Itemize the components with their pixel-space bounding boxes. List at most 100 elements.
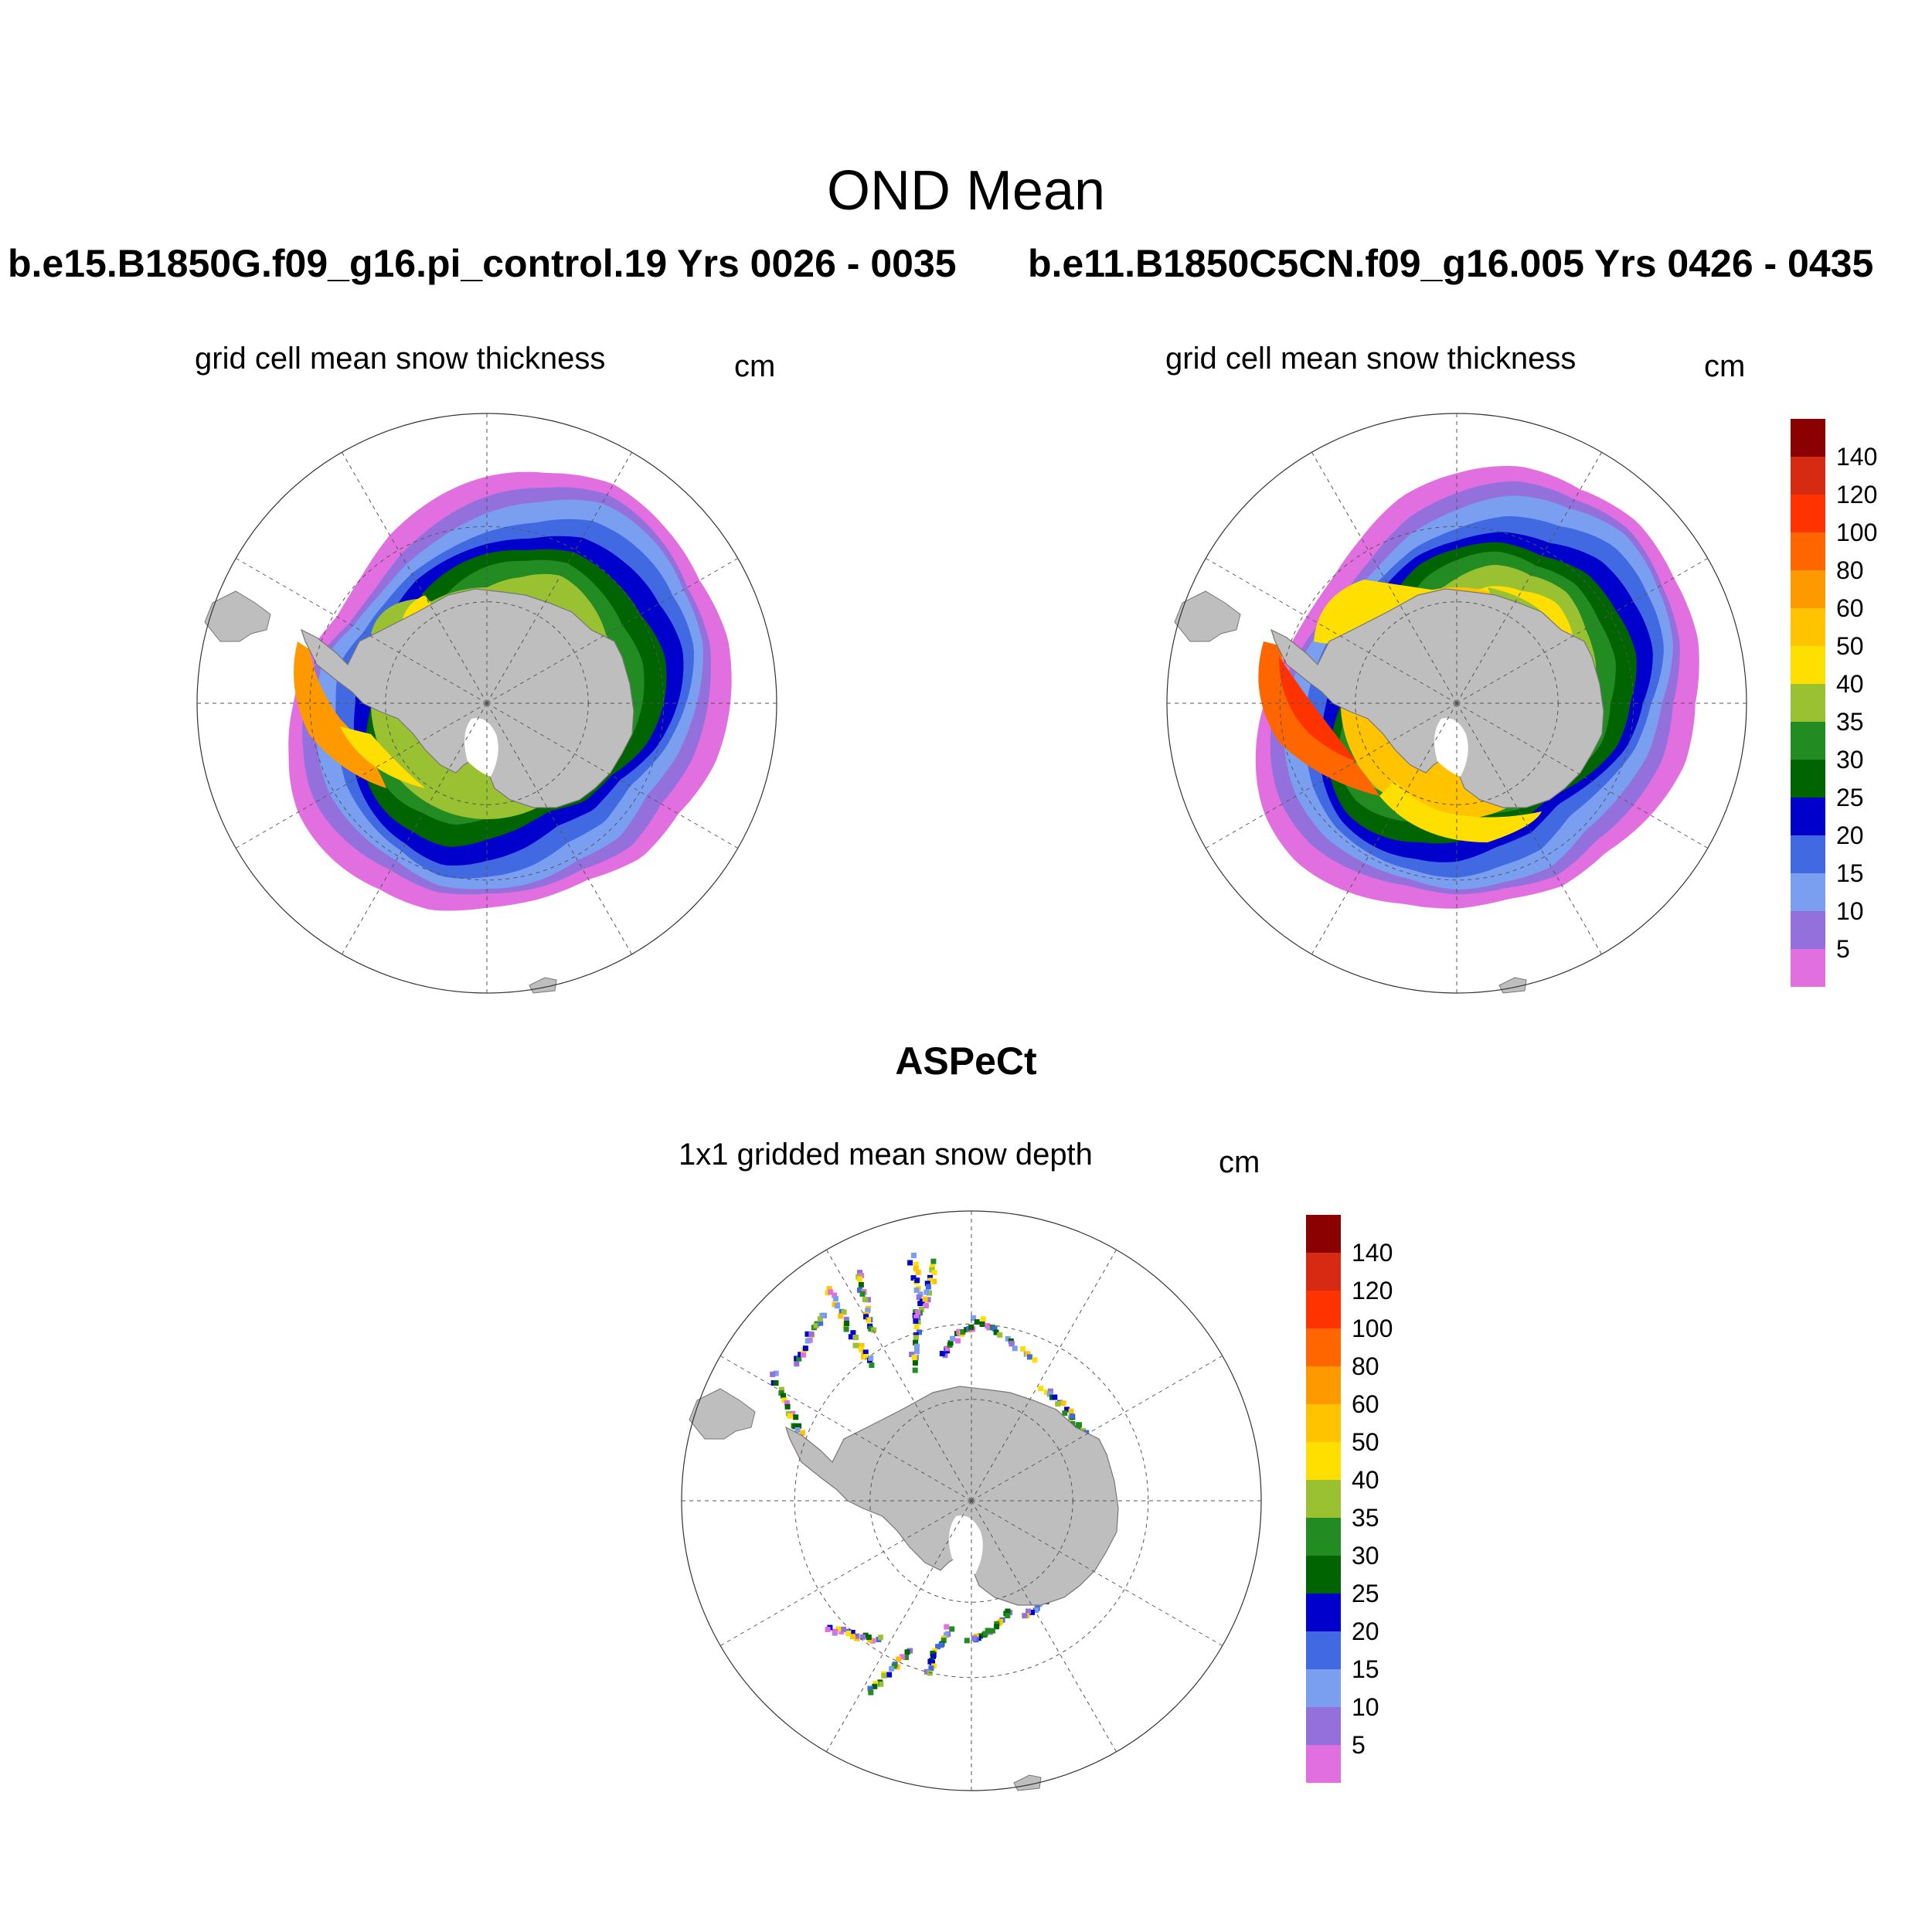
observation-cell — [917, 1329, 922, 1335]
meridian-line — [1456, 558, 1709, 704]
meridian-line — [342, 451, 488, 704]
colorbar-swatch — [1306, 1745, 1341, 1783]
observation-cell — [832, 1301, 838, 1308]
observation-cell — [927, 1277, 934, 1284]
observation-cell — [955, 1338, 961, 1344]
observation-cell — [949, 1626, 955, 1632]
observation-cell — [985, 1628, 991, 1634]
panel-left-unit: cm — [734, 349, 776, 383]
observation-cell — [784, 1403, 791, 1410]
observation-cell — [1033, 1607, 1039, 1614]
ross-sea-gap — [464, 718, 498, 777]
colorbar-swatch — [1306, 1518, 1341, 1556]
meridian-line — [971, 1355, 1223, 1502]
colorbar-label: 30 — [1352, 1542, 1379, 1570]
observation-cell — [850, 1330, 856, 1336]
observation-cell — [868, 1326, 874, 1332]
meridian-line — [719, 1500, 972, 1646]
observation-cell — [773, 1370, 779, 1376]
colorbar-swatch — [1791, 911, 1825, 950]
figure-title: OND Mean — [826, 160, 1106, 222]
colorbar-swatch — [1306, 1404, 1341, 1443]
observation-cell — [860, 1634, 866, 1640]
observation-cell — [796, 1355, 802, 1362]
colorbar-label: 40 — [1836, 670, 1864, 698]
observation-cell — [784, 1400, 790, 1406]
antarctica-landmass — [784, 1386, 1119, 1606]
observation-cell — [980, 1316, 986, 1322]
observation-cell — [848, 1334, 854, 1340]
observation-cell — [825, 1290, 831, 1296]
observation-cell — [794, 1361, 800, 1367]
observation-cell — [858, 1346, 864, 1352]
observation-cell — [1009, 1340, 1015, 1346]
observation-cell — [942, 1352, 948, 1359]
observation-cell — [930, 1660, 935, 1665]
observation-cell — [828, 1289, 834, 1295]
observation-cell — [1048, 1388, 1053, 1394]
antarctica-landmass — [300, 588, 634, 808]
colorbar-swatch — [1791, 835, 1825, 874]
colorbar-swatch — [1791, 419, 1825, 457]
observation-cell — [1032, 1357, 1038, 1363]
observation-cell — [817, 1316, 823, 1322]
observation-cell — [871, 1327, 877, 1333]
observation-cell — [924, 1281, 930, 1287]
observation-cell — [900, 1654, 906, 1660]
colorbar-label: 80 — [1836, 556, 1864, 584]
colorbar-swatch — [1306, 1253, 1341, 1291]
observation-cell — [1064, 1406, 1070, 1413]
colorbar-label: 10 — [1352, 1693, 1379, 1721]
observation-cell — [910, 1275, 917, 1281]
antarctica-landmass — [1270, 588, 1604, 808]
colorbar-label: 120 — [1352, 1277, 1393, 1304]
observation-cell — [825, 1627, 831, 1632]
observation-cell — [804, 1338, 811, 1344]
meridian-line — [1205, 702, 1458, 849]
meridian-line — [1311, 451, 1458, 704]
observation-cell — [917, 1301, 923, 1307]
observation-cell — [779, 1386, 784, 1393]
observation-cell — [1020, 1346, 1026, 1352]
colorbar-swatch — [1791, 722, 1825, 760]
run-title-right: b.e11.B1850C5CN.f09_g16.005 Yrs 0426 - 0… — [1028, 242, 1874, 285]
high-snow-patch — [340, 726, 425, 788]
observation-cell — [985, 1323, 991, 1329]
observation-cell — [866, 1317, 872, 1323]
observation-cell — [923, 1303, 929, 1308]
observation-cell — [869, 1362, 875, 1368]
observation-cell — [913, 1349, 920, 1355]
observation-cell — [913, 1324, 920, 1330]
colorbar-label: 25 — [1836, 784, 1864, 811]
observation-cell — [913, 1315, 920, 1320]
observation-cell — [992, 1325, 998, 1332]
meridian-line — [1205, 558, 1458, 704]
colorbar-swatch — [1306, 1480, 1341, 1519]
observation-cell — [1046, 1391, 1053, 1397]
observation-cell — [923, 1289, 930, 1295]
panel-right-unit: cm — [1704, 349, 1746, 383]
colorbar-swatch — [1791, 684, 1825, 723]
observation-cell — [859, 1342, 865, 1349]
observation-cell — [930, 1264, 935, 1270]
observation-cell — [997, 1332, 1003, 1338]
latitude-circle — [1279, 526, 1634, 881]
observation-cell — [927, 1274, 933, 1281]
observation-cell — [913, 1261, 919, 1267]
map-panel-bottom — [681, 1210, 1262, 1791]
meridian-line — [826, 1249, 972, 1502]
observation-cell — [993, 1329, 999, 1335]
observation-cell — [947, 1340, 954, 1346]
colorbar-swatch — [1791, 495, 1825, 533]
colorbar-swatch — [1791, 760, 1825, 798]
colorbar-label: 60 — [1352, 1390, 1379, 1418]
observation-cell — [939, 1351, 945, 1356]
observation-cell — [915, 1310, 921, 1315]
observation-cell — [1005, 1335, 1011, 1342]
colorbar-swatch — [1306, 1442, 1341, 1481]
map-panel-left — [196, 413, 777, 994]
observation-cell — [859, 1273, 865, 1278]
observation-cell — [849, 1630, 855, 1635]
observation-cell — [917, 1291, 923, 1298]
meridian-line — [1456, 451, 1602, 704]
